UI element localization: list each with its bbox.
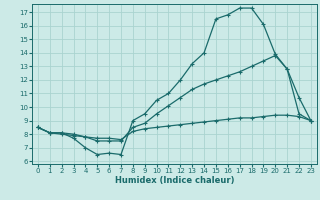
X-axis label: Humidex (Indice chaleur): Humidex (Indice chaleur) (115, 176, 234, 185)
